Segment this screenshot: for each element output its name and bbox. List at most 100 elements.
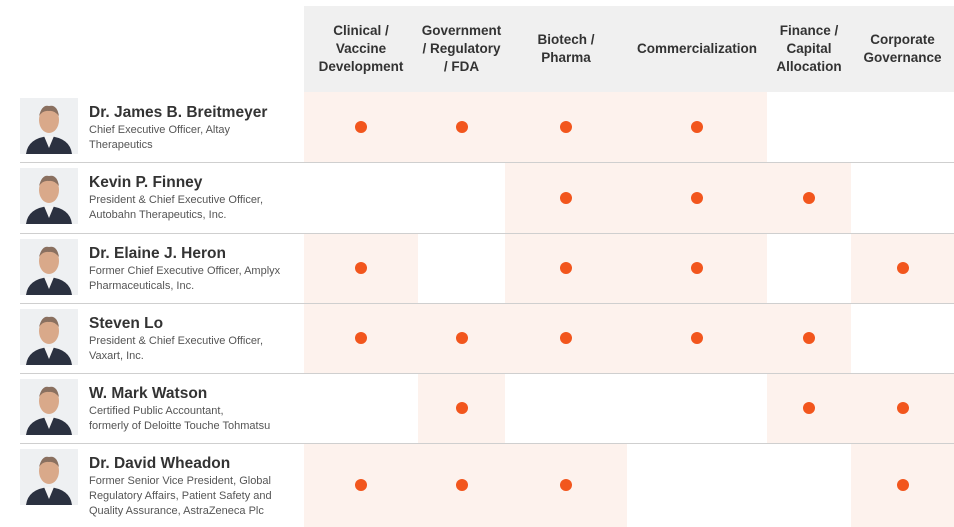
- skill-dot: [803, 191, 815, 204]
- portrait: [20, 98, 78, 154]
- header-line: Finance /: [779, 23, 839, 38]
- header-line: Government: [421, 23, 502, 38]
- skill-dot: [691, 332, 703, 344]
- skill-dot: [803, 402, 815, 414]
- portrait-icon: [20, 168, 78, 224]
- skill-dot: [560, 262, 572, 274]
- skill-dot: [691, 121, 703, 133]
- skill-cell: [767, 233, 851, 303]
- portrait-icon: [20, 379, 78, 435]
- title-line: Pharmaceuticals, Inc.: [89, 280, 195, 292]
- member-title: Former Senior Vice President, Global Regu…: [89, 474, 272, 519]
- title-line: Vaxart, Inc.: [89, 350, 144, 362]
- skill-cell: [418, 233, 505, 303]
- skill-dot: [560, 191, 572, 204]
- row-divider: [20, 162, 954, 163]
- skill-dot: [355, 121, 367, 133]
- header-line: Biotech /: [537, 32, 595, 47]
- row-divider: [20, 303, 954, 304]
- row-divider: [20, 233, 954, 234]
- portrait: [20, 449, 78, 505]
- skill-cell: [505, 373, 627, 443]
- portrait: [20, 168, 78, 224]
- title-line: President & Chief Executive Officer,: [89, 194, 264, 206]
- member-title: Former Chief Executive Officer, Amplyx Ph…: [89, 264, 280, 294]
- member-name: Steven Lo: [89, 315, 164, 332]
- portrait: [20, 239, 78, 295]
- skill-dot: [691, 262, 703, 274]
- header-line: Allocation: [776, 59, 842, 74]
- header-line: Capital: [786, 41, 832, 56]
- title-line: Certified Public Accountant,: [89, 405, 224, 417]
- portrait-icon: [20, 309, 78, 365]
- portrait-icon: [20, 98, 78, 154]
- skill-cell: [767, 92, 851, 162]
- column-header: Finance / Capital Allocation: [767, 6, 851, 92]
- row-divider: [20, 373, 954, 374]
- title-line: Former Chief Executive Officer, Amplyx: [89, 265, 281, 277]
- member-name: W. Mark Watson: [89, 385, 208, 402]
- skill-dot: [455, 332, 468, 344]
- title-line: Therapeutics: [89, 139, 153, 151]
- row-divider: [20, 443, 954, 444]
- skill-dot: [896, 262, 909, 274]
- header-line: Governance: [863, 50, 942, 65]
- skill-dot: [896, 479, 909, 491]
- member-title: President & Chief Executive Officer, Vaxa…: [89, 334, 263, 364]
- skill-dot: [355, 332, 367, 344]
- column-header: Biotech / Pharma: [505, 6, 627, 92]
- skill-dot: [455, 121, 468, 133]
- skill-cell: [304, 373, 418, 443]
- member-title: Certified Public Accountant, formerly of …: [89, 404, 270, 434]
- portrait-icon: [20, 449, 78, 505]
- skill-dot: [455, 402, 468, 414]
- title-line: Regulatory Affairs, Patient Safety and: [89, 490, 272, 502]
- column-header: Commercialization: [627, 6, 767, 92]
- member-title: Chief Executive Officer, Altay Therapeuti…: [89, 123, 230, 153]
- header-line: Vaccine: [335, 41, 387, 56]
- header-line: Corporate: [870, 32, 935, 47]
- skill-dot: [896, 402, 909, 414]
- skill-cell: [851, 162, 954, 233]
- skill-cell: [767, 443, 851, 527]
- skill-cell: [851, 92, 954, 162]
- title-line: Autobahn Therapeutics, Inc.: [89, 209, 227, 221]
- skill-dot: [355, 479, 367, 491]
- skill-cell: [627, 373, 767, 443]
- skill-cell: [304, 162, 418, 233]
- header-line: Pharma: [541, 50, 591, 65]
- skill-cell: [418, 162, 505, 233]
- header-line: / FDA: [443, 59, 480, 74]
- column-header: Corporate Governance: [851, 6, 954, 92]
- portrait-icon: [20, 239, 78, 295]
- skill-dot: [560, 332, 572, 344]
- header-line: Development: [318, 59, 404, 74]
- member-name: Dr. Elaine J. Heron: [89, 245, 226, 262]
- member-name: Kevin P. Finney: [89, 174, 203, 191]
- skill-dot: [355, 262, 367, 274]
- skill-dot: [691, 191, 703, 204]
- header-background: [304, 6, 954, 92]
- header-line: Commercialization: [636, 41, 758, 56]
- portrait: [20, 379, 78, 435]
- portrait: [20, 309, 78, 365]
- title-line: Former Senior Vice President, Global: [89, 475, 271, 487]
- column-header: Government / Regulatory / FDA: [418, 6, 505, 92]
- member-name: Dr. David Wheadon: [89, 455, 231, 472]
- skill-dot: [560, 121, 572, 133]
- header-line: / Regulatory: [422, 41, 501, 56]
- title-line: formerly of Deloitte Touche Tohmatsu: [89, 420, 271, 432]
- title-line: Chief Executive Officer, Altay: [89, 124, 231, 136]
- header-line: Clinical /: [333, 23, 389, 38]
- member-title: President & Chief Executive Officer, Auto…: [89, 193, 263, 223]
- skill-cell: [851, 303, 954, 373]
- skill-dot: [455, 479, 468, 491]
- column-header: Clinical / Vaccine Development: [304, 6, 418, 92]
- skill-dot: [803, 332, 815, 344]
- title-line: Quality Assurance, AstraZeneca Plc: [89, 505, 264, 517]
- skill-dot: [560, 479, 572, 491]
- skill-cell: [627, 443, 767, 527]
- member-name: Dr. James B. Breitmeyer: [89, 104, 268, 121]
- title-line: President & Chief Executive Officer,: [89, 335, 264, 347]
